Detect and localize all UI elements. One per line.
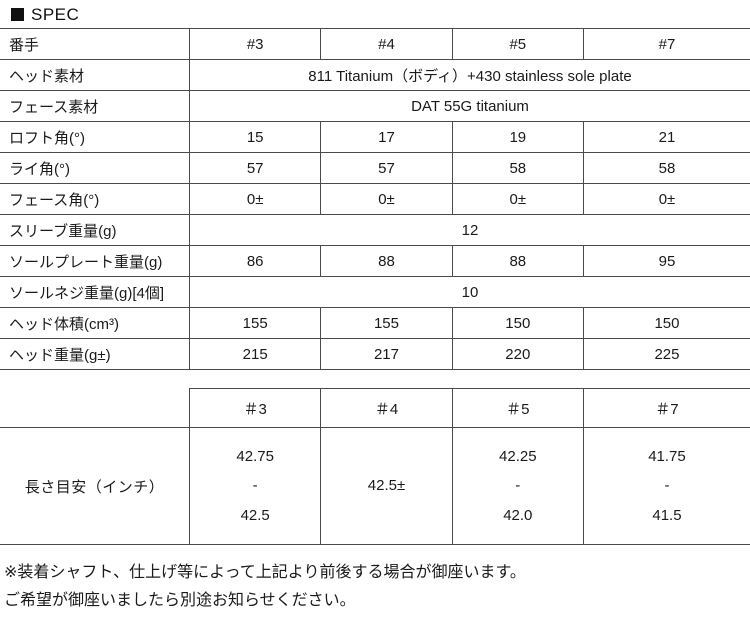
row-label: スリーブ重量(g) [0,214,191,246]
table-row: ヘッド体積(cm³) 155 155 150 150 [0,307,750,339]
cell-head-volume-7: 150 [583,307,750,339]
row-label: ロフト角(°) [0,121,191,153]
cell-sleeve-weight: 12 [189,214,750,246]
cell-sole-plate-7: 95 [583,245,750,277]
length-header-5: ＃5 [451,388,584,428]
row-label: フェース素材 [0,90,191,122]
cell-loft-3: 15 [189,121,322,153]
cell-loft-4: 17 [320,121,453,153]
cell-face-angle-5: 0± [452,183,584,215]
cell-loft-7: 21 [583,121,750,153]
cell-face-angle-3: 0± [189,183,322,215]
table-row: スリーブ重量(g) 12 [0,214,750,246]
cell-loft-5: 19 [452,121,584,153]
length-value-3-line3: 42.5 [240,506,270,524]
cell-club-5: #5 [452,28,584,60]
cell-sole-plate-3: 86 [189,245,322,277]
length-value-5-line2: - [515,477,521,495]
corner-cell [0,388,191,428]
table-row: ロフト角(°) 15 17 19 21 [0,121,750,153]
row-label: ヘッド体積(cm³) [0,307,191,339]
cell-club-3: #3 [189,28,322,60]
cell-head-material: 811 Titanium（ボディ）+430 stainless sole pla… [189,59,750,91]
cell-club-7: #7 [583,28,750,60]
spec-heading: SPEC [0,0,750,28]
row-label: ライ角(°) [0,152,191,184]
table-row: ＃3 ＃4 ＃5 ＃7 [0,388,750,428]
length-value-5: 42.25 - 42.0 [451,427,584,545]
page-title: SPEC [31,4,80,24]
cell-face-angle-4: 0± [320,183,453,215]
length-header-7: ＃7 [582,388,750,428]
length-value-3: 42.75 - 42.5 [189,427,322,545]
cell-sole-screw-weight: 10 [189,276,750,308]
cell-head-weight-5: 220 [452,338,584,370]
table-row: ソールプレート重量(g) 86 88 88 95 [0,245,750,277]
cell-face-angle-7: 0± [583,183,750,215]
table-row: フェース角(°) 0± 0± 0± 0± [0,183,750,215]
cell-lie-5: 58 [452,152,584,184]
cell-sole-plate-4: 88 [320,245,453,277]
cell-club-4: #4 [320,28,453,60]
note-line-2: ご希望が御座いましたら別途お知らせください。 [4,592,356,609]
length-value-3-line2: - [252,477,258,495]
cell-lie-7: 58 [583,152,750,184]
cell-head-volume-5: 150 [452,307,584,339]
table-row: ライ角(°) 57 57 58 58 [0,152,750,184]
cell-head-volume-4: 155 [320,307,453,339]
length-value-7: 41.75 - 41.5 [582,427,750,545]
table-row: ヘッド重量(g±) 215 217 220 225 [0,338,750,370]
cell-head-volume-3: 155 [189,307,322,339]
table-row: ソールネジ重量(g)[4個] 10 [0,276,750,308]
length-value-3-line1: 42.75 [236,448,274,466]
length-header-4: ＃4 [320,388,453,428]
table-row: 番手 #3 #4 #5 #7 [0,28,750,60]
length-value-4: 42.5± [320,427,453,545]
length-value-7-line1: 41.75 [648,448,686,466]
length-value-7-line2: - [664,477,670,495]
cell-lie-4: 57 [320,152,453,184]
cell-head-weight-3: 215 [189,338,322,370]
row-label: ヘッド重量(g±) [0,338,191,370]
table-row: フェース素材 DAT 55G titanium [0,90,750,122]
length-header-3: ＃3 [189,388,322,428]
length-value-5-line3: 42.0 [503,506,533,524]
footer-notes: ※装着シャフト、仕上げ等によって上記より前後する場合が御座います。 ご希望が御座… [0,545,750,615]
cell-sole-plate-5: 88 [452,245,584,277]
cell-head-weight-4: 217 [320,338,453,370]
row-label: ヘッド素材 [0,59,191,91]
row-label: 番手 [0,28,191,60]
length-table: ＃3 ＃4 ＃5 ＃7 長さ目安（インチ） 42.75 - 42.5 42.5± [0,388,750,545]
cell-head-weight-7: 225 [583,338,750,370]
table-spacer [0,370,750,388]
table-row: ヘッド素材 811 Titanium（ボディ）+430 stainless so… [0,59,750,91]
table-row: 長さ目安（インチ） 42.75 - 42.5 42.5± 42.25 [0,427,750,545]
filled-square-icon [11,7,24,21]
note-line-1: ※装着シャフト、仕上げ等によって上記より前後する場合が御座います。 [4,564,526,581]
length-value-5-line1: 42.25 [499,448,537,466]
cell-face-material: DAT 55G titanium [189,90,750,122]
row-label: ソールプレート重量(g) [0,245,191,277]
row-label: ソールネジ重量(g)[4個] [0,276,191,308]
length-value-4-line1: 42.5± [367,477,406,495]
row-label: フェース角(°) [0,183,191,215]
spec-table: 番手 #3 #4 #5 #7 ヘッド素材 811 Titanium（ボディ）+4… [0,28,750,370]
length-value-7-line3: 41.5 [652,506,682,524]
length-row-label: 長さ目安（インチ） [0,427,191,545]
cell-lie-3: 57 [189,152,322,184]
